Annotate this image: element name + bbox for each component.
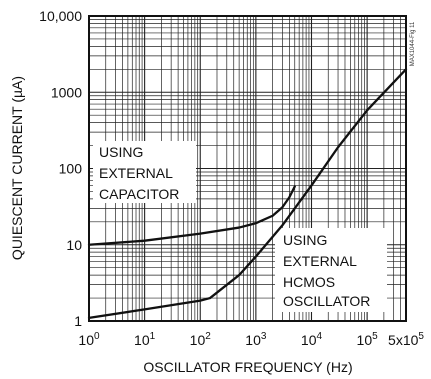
y-tick-label: 10 <box>66 237 82 253</box>
x-axis-ticks: 100 101 102 103 104 105 5x105 <box>78 331 424 348</box>
capacitor-annotation-line-2: EXTERNAL <box>99 165 173 181</box>
hcmos-annotation-line-2: EXTERNAL <box>283 253 357 269</box>
x-tick-label: 103 <box>245 331 267 348</box>
chart-series <box>87 68 408 319</box>
x-tick-label: 104 <box>301 331 323 348</box>
y-tick-label: 10,000 <box>39 8 82 24</box>
capacitor-annotation-line-1: USING <box>99 144 143 160</box>
y-tick-label: 100 <box>59 161 83 177</box>
x-tick-label: 101 <box>134 331 156 348</box>
capacitor-annotation-line-3: CAPACITOR <box>99 186 179 202</box>
plot-frame <box>88 15 407 322</box>
y-axis-ticks: 1 10 100 1000 10,000 <box>39 8 82 329</box>
x-tick-label: 105 <box>357 331 379 348</box>
hcmos-annotation-line-3: HCMOS <box>283 274 335 290</box>
series-line-1 <box>87 185 296 246</box>
capacitor-annotation-box <box>93 141 196 203</box>
x-axis-title: OSCILLATOR FREQUENCY (Hz) <box>143 359 352 375</box>
hcmos-annotation-line-1: USING <box>283 232 327 248</box>
series-line-2 <box>87 68 408 319</box>
figure-id-label: MAX1044-Fig 11 <box>410 21 416 66</box>
y-axis-title: QUIESCENT CURRENT (µA) <box>9 76 25 260</box>
y-tick-label: 1000 <box>51 84 82 100</box>
x-tick-label: 5x105 <box>388 331 424 348</box>
x-tick-label: 102 <box>190 331 212 348</box>
hcmos-annotation-line-4: OSCILLATOR <box>283 293 370 309</box>
hcmos-annotation-box <box>275 228 387 312</box>
y-tick-label: 1 <box>74 313 82 329</box>
x-tick-label: 100 <box>78 331 100 348</box>
